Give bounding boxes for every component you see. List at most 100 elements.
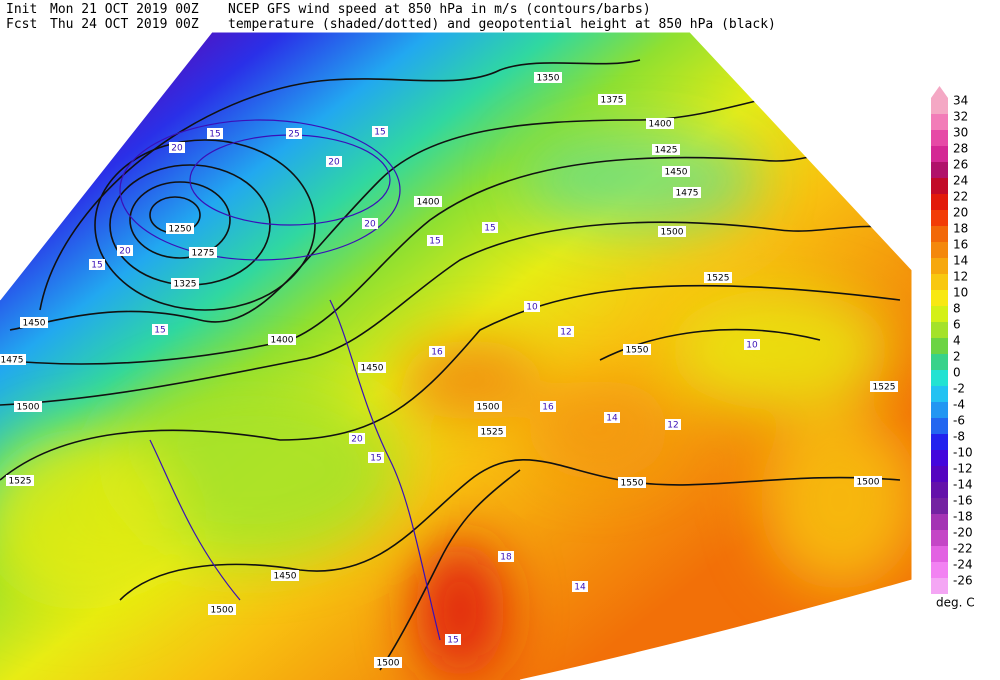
contour-label-box [558,326,574,337]
colorbar-swatch [931,498,948,514]
contour-label: 1275 [192,249,215,259]
colorbar-label: 32 [953,110,968,124]
contour-label: 1500 [211,606,234,616]
contour-label-box [286,128,302,139]
colorbar-label: 20 [953,206,968,220]
colorbar-label: -20 [953,526,973,540]
colorbar-swatch [931,226,948,242]
contour-label-box [6,475,34,486]
init-label: Init [6,2,37,17]
contour-label-box [89,259,105,270]
colorbar-label: 14 [953,254,968,268]
colorbar-swatch [931,386,948,402]
contour-label: 1525 [9,477,32,487]
contour-label-box [362,218,378,229]
contour-label-box [482,222,498,233]
contour-label: 12 [667,421,678,431]
contour-label: 20 [119,247,131,257]
contour-label-box [20,317,48,328]
colorbar-swatch [931,130,948,146]
colorbar-label: 2 [953,350,961,364]
colorbar-swatch [931,178,948,194]
colorbar-swatch [931,418,948,434]
colorbar-label: 28 [953,142,968,156]
colorbar-label: -4 [953,398,965,412]
colorbar-label: 8 [953,302,961,316]
colorbar-label: 6 [953,318,961,332]
colorbar-label: -10 [953,446,973,460]
contour-label: 1525 [481,428,504,438]
contour-label: 1400 [271,336,294,346]
contour-label-box [372,126,388,137]
contour-label: 1375 [601,96,624,106]
contour-label: 1550 [626,346,649,356]
contour-label: 15 [484,224,495,234]
colorbar-swatch [931,210,948,226]
contour-label: 18 [500,553,512,563]
contour-label: 1525 [873,383,896,393]
contour-label-box [604,412,620,423]
contour-label-box [744,339,760,350]
init-date: Mon 21 OCT 2019 00Z [50,2,199,17]
colorbar-label: 24 [953,174,968,188]
contour-label: 12 [560,328,571,338]
contour-label-box [540,401,556,412]
contour-label-box [478,426,506,437]
colorbar-label: 34 [953,94,968,108]
colorbar-swatch [931,514,948,530]
colorbar-swatch [931,482,948,498]
map-border [0,31,913,680]
contour-label: 1550 [621,479,644,489]
contour-label-box [445,634,461,645]
fcst-label: Fcst [6,17,37,32]
contour-label: 1500 [377,659,400,669]
contour-label-box [598,94,626,105]
colorbar-swatch [931,322,948,338]
contour-label: 1500 [477,403,500,413]
contour-label: 1400 [417,198,440,208]
colorbar-label: -22 [953,542,973,556]
colorbar-swatch [931,370,948,386]
contour-label: 1450 [361,364,384,374]
colorbar-swatch [931,338,948,354]
colorbar-arrow [931,86,948,98]
colorbar-swatch [931,562,948,578]
contour-label: 1500 [857,478,880,488]
contour-label-box [474,401,502,412]
colorbar-swatch [931,114,948,130]
colorbar-swatch [931,98,948,114]
colorbar-label: 30 [953,126,968,140]
colorbar-label: 4 [953,334,961,348]
colorbar-swatch [931,162,948,178]
contour-label-box [349,433,365,444]
contour-label: 10 [526,303,538,313]
colorbar-swatch [931,274,948,290]
contour-label: 14 [574,583,586,593]
contour-label-box [14,401,42,412]
contour-label-box [870,381,898,392]
contour-label-box [524,301,540,312]
contour-label: 15 [370,454,381,464]
contour-label: 1350 [537,74,560,84]
contour-label-box [429,346,445,357]
colorbar-swatch [931,546,948,562]
contour-label: 20 [171,144,183,154]
contour-label-box [534,72,562,83]
contour-label-box [117,245,133,256]
contour-label-box [414,196,442,207]
contour-label: 20 [328,158,340,168]
contour-label: 10 [746,341,758,351]
fcst-date: Thu 24 OCT 2019 00Z [50,17,199,32]
contour-label: 1525 [707,274,730,284]
colorbar-label: -24 [953,558,973,572]
contour-label: 20 [351,435,363,445]
colorbar-label: -14 [953,478,973,492]
colorbar-swatch [931,242,948,258]
contour-label-box [427,235,443,246]
colorbar-swatch [931,194,948,210]
contour-label-box [623,344,651,355]
contour-label: 1450 [274,572,297,582]
colorbar-swatch [931,354,948,370]
colorbar-swatch [931,578,948,594]
contour-label-box [152,324,168,335]
